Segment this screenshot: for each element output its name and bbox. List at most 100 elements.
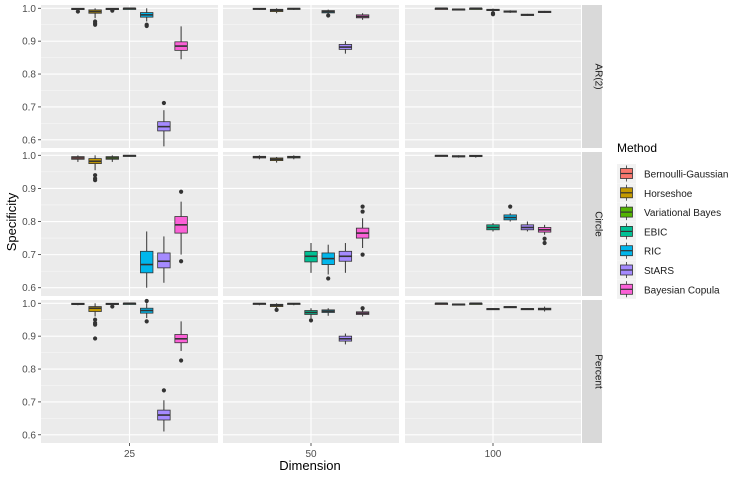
strips-layer: AR(2) Circle Percent <box>582 5 604 443</box>
outlier-point <box>161 388 166 393</box>
outlier-point <box>75 9 80 14</box>
legend-label: RIC <box>644 247 661 258</box>
outlier-point <box>360 209 365 214</box>
x-tick-label: 25 <box>124 449 136 460</box>
y-tick-label: 0.6 <box>22 135 36 146</box>
box-ric <box>321 9 335 18</box>
box-ric <box>140 8 154 29</box>
box-horseshoe <box>269 156 284 163</box>
outlier-point <box>161 100 166 106</box>
y-tick-label: 1.0 <box>22 4 36 15</box>
legend-label: EBIC <box>644 227 667 238</box>
facet-strip-label: Circle <box>593 211 604 237</box>
facet-strip <box>582 300 602 443</box>
box-bayesian-copula <box>174 26 188 60</box>
x-tick-label: 100 <box>485 449 502 460</box>
y-tick-label: 0.9 <box>22 332 36 343</box>
outlier-point <box>110 304 115 309</box>
box-bernoulli-gaussian <box>71 7 85 14</box>
box-bernoulli-gaussian <box>71 302 85 306</box>
facet-strip-label: AR(2) <box>593 63 604 89</box>
box-stars <box>157 236 171 283</box>
y-axis-title: Specificity <box>4 192 19 251</box>
box-ebic <box>486 223 500 232</box>
box-stars <box>338 41 353 54</box>
y-tick-label: 0.9 <box>22 37 36 48</box>
outlier-point <box>179 189 184 194</box>
panel-AR(2)-50 <box>223 5 399 148</box>
box-variational-bayes <box>469 154 483 158</box>
box-variational-bayes <box>105 155 119 162</box>
boxes-AR(2)-50 <box>252 7 370 54</box>
box-ebic <box>304 308 318 323</box>
box-variational-bayes <box>287 7 301 10</box>
box-ebic <box>122 302 137 305</box>
box-iqr <box>88 306 102 312</box>
outlier-point <box>508 204 513 209</box>
box-horseshoe <box>269 303 284 312</box>
box-variational-bayes <box>469 302 483 305</box>
box-bernoulli-gaussian <box>252 155 267 160</box>
box-ric <box>140 231 154 304</box>
box-ebic <box>122 7 137 10</box>
box-bayesian-copula <box>355 13 370 20</box>
outlier-point <box>326 276 331 281</box>
box-stars <box>520 308 535 311</box>
box-bernoulli-gaussian <box>434 7 449 10</box>
boxes-Percent-50 <box>252 302 370 345</box>
y-tick-label: 1.0 <box>22 299 36 310</box>
box-horseshoe <box>88 155 102 183</box>
box-horseshoe <box>451 303 466 306</box>
box-horseshoe <box>88 303 102 341</box>
y-tick-label: 0.7 <box>22 250 36 261</box>
axes-layer: 0.6 0.7 0.8 0.9 1.0 0.6 0.7 0.8 0.9 1.0 0.6 0.7 0.8 0… <box>22 4 502 460</box>
boxes-Circle-25 <box>71 154 188 304</box>
y-tick-label: 0.7 <box>22 102 36 113</box>
outlier-point <box>93 22 98 27</box>
legend-item: Bayesian Copula <box>617 279 720 299</box>
legend-item: StARS <box>617 260 674 280</box>
box-horseshoe <box>451 8 466 11</box>
outlier-point <box>360 204 365 209</box>
outlier-point <box>93 322 98 327</box>
y-tick-label: 0.6 <box>22 283 36 294</box>
outlier-point <box>144 23 149 29</box>
panels-layer <box>41 5 581 443</box>
outlier-point <box>93 336 98 341</box>
box-stars <box>338 333 353 345</box>
box-bayesian-copula <box>355 204 370 257</box>
facet-strip <box>582 5 602 148</box>
boxes-AR(2)-25 <box>71 7 188 147</box>
boxes-AR(2)-100 <box>434 7 552 17</box>
outlier-point <box>93 178 98 183</box>
legend-item: Variational Bayes <box>617 202 721 222</box>
box-ric <box>321 308 335 316</box>
box-bernoulli-gaussian <box>252 7 267 10</box>
box-stars <box>157 388 171 432</box>
x-tick-label: 50 <box>305 449 317 460</box>
box-variational-bayes <box>469 7 483 10</box>
box-variational-bayes <box>105 302 119 309</box>
legend-label: Bayesian Copula <box>644 285 720 296</box>
legend-label: Horseshoe <box>644 189 693 200</box>
box-ric <box>503 10 517 13</box>
outlier-point <box>360 252 365 257</box>
panel-Percent-25 <box>41 300 218 443</box>
panel-Circle-25 <box>41 152 218 296</box>
outlier-point <box>179 259 184 264</box>
box-ric <box>503 204 517 222</box>
box-bayesian-copula <box>537 10 552 13</box>
box-variational-bayes <box>287 155 301 160</box>
outlier-point <box>179 358 184 363</box>
outlier-point <box>93 173 98 178</box>
legend-title: Method <box>617 141 657 155</box>
box-horseshoe <box>88 8 102 27</box>
box-bernoulli-gaussian <box>434 154 449 157</box>
box-bayesian-copula <box>174 189 188 264</box>
box-bayesian-copula <box>537 224 552 246</box>
box-iqr <box>157 252 171 269</box>
box-stars <box>157 100 171 147</box>
y-tick-label: 0.9 <box>22 184 36 195</box>
legend-item: Bernoulli-Gaussian <box>617 164 729 183</box>
